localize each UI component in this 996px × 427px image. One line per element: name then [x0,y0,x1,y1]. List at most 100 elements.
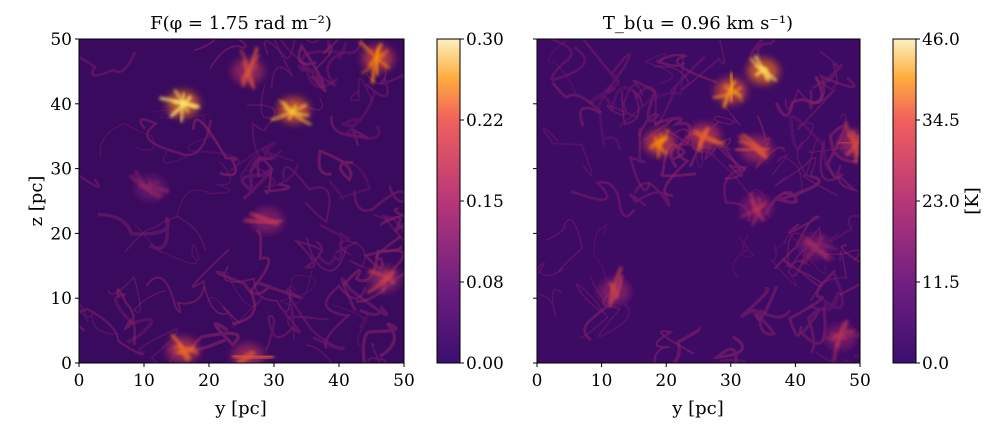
heatmap-filament [263,39,321,59]
heatmap-filament [192,248,241,325]
left-panel: F(φ = 1.75 rad m⁻²) 0 10 20 30 40 50 0 10 20 30 4… [26,13,415,419]
heatmap-filament [350,77,374,103]
left-y-ticks: 0 10 20 30 40 50 [50,30,79,374]
heatmap-filament [548,39,577,95]
heatmap-filament [297,42,327,93]
heatmap-filament [654,53,718,84]
heatmap-bright-filament [175,345,196,354]
colorbar-tick-label: 0.00 [466,354,504,374]
heatmap-filament [819,140,859,193]
heatmap-bright-filament [609,266,623,307]
heatmap-filament [712,335,745,363]
heatmap-filament [809,273,845,312]
heatmap-bright-filament [368,269,396,285]
heatmap-bright-filament [722,80,737,109]
colorbar-tick-label: 0.30 [466,30,504,50]
heatmap-filament [551,81,603,127]
heatmap-bright-filament [800,235,824,265]
heatmap-filament [769,245,803,287]
left-plot-frame [78,38,405,364]
heatmap-filament [593,224,608,294]
heatmap-bright-filament [178,343,190,362]
heatmap-filament [828,214,860,243]
heatmap-filament [732,233,755,278]
x-tick-label: 10 [591,371,613,391]
heatmap-bright-filament [832,321,846,362]
heatmap-filament [114,293,154,344]
heatmap-filament [671,326,701,363]
heatmap-bright-filament [144,181,160,192]
heatmap-bright-filament [751,196,761,227]
heatmap-bright-filament [751,198,765,222]
heatmap-bright-filament [178,345,191,354]
heatmap-filament [825,124,858,180]
heatmap-filament [810,250,848,302]
heatmap-filament [546,219,583,273]
heatmap-bright-filament [693,129,725,148]
heatmap-filament [231,229,271,326]
heatmap-filament [176,160,232,218]
colorbar-tick-label: 0.22 [466,111,504,131]
heatmap-filament [332,304,369,347]
heatmap-bright-filament [237,350,254,363]
x-tick-label: 30 [720,371,742,391]
x-tick-label: 20 [655,371,677,391]
heatmap-bright-filament [375,48,380,76]
x-tick-label: 50 [849,371,871,391]
colorbar-tick-label: 0.0 [922,354,949,374]
left-heatmap-background [79,39,404,363]
heatmap-filament [317,223,351,266]
y-tick-label: 30 [50,160,72,180]
left-heatmap-marks [79,39,404,363]
y-tick-label: 10 [50,289,72,309]
heatmap-filament [215,270,302,300]
right-panel: T_b(u = 0.96 km s⁻¹) 0 10 20 30 40 50 y [pc] [532,13,871,419]
heatmap-filament [772,229,827,275]
heatmap-filament [570,180,636,218]
heatmap-filament [643,53,674,84]
right-colorbar-ticks: 0.0 11.5 23.0 34.5 46.0 [916,30,960,374]
heatmap-filament [537,262,564,277]
heatmap-bright-filament [134,170,161,200]
heatmap-filament [811,63,844,90]
heatmap-bright-filament [723,83,743,102]
heatmap-filament [292,239,323,269]
y-tick-label: 50 [50,30,72,50]
heatmap-filament [713,106,741,126]
heatmap-filament [774,156,838,197]
heatmap-bright-filament [753,54,770,82]
left-colorbar-ticks: 0.00 0.08 0.15 0.22 0.30 [460,30,504,374]
colorbar-tick-label: 11.5 [922,273,960,293]
y-tick-label: 40 [50,95,72,115]
heatmap-filament [718,358,748,363]
heatmap-filament [326,39,331,57]
heatmap-filament [542,127,593,177]
heatmap-filament [588,82,643,112]
heatmap-filament [152,109,210,119]
heatmap-filament [99,123,155,158]
x-tick-label: 40 [328,371,350,391]
left-panel-title: F(φ = 1.75 rad m⁻²) [150,13,332,34]
right-y-ticks [533,38,537,364]
heatmap-filament [839,244,860,296]
heatmap-filament [79,301,119,335]
heatmap-bright-filament [159,96,198,109]
heatmap-filament [379,207,404,233]
heatmap-bright-filament [361,49,389,74]
x-tick-label: 20 [198,371,220,391]
heatmap-filament [546,39,587,82]
heatmap-filament [632,79,661,137]
heatmap-filament [305,344,334,363]
heatmap-filament [79,173,100,188]
colorbar-tick-label: 34.5 [922,111,960,131]
heatmap-filament [628,127,652,192]
x-tick-label: 0 [532,371,543,391]
heatmap-bright-filament [243,60,256,90]
heatmap-filament [575,283,609,339]
heatmap-bright-filament [845,135,860,157]
heatmap-filament [240,156,274,201]
right-plot-frame [536,38,861,364]
colorbar-tick-label: 23.0 [922,192,960,212]
heatmap-filament [537,288,562,318]
